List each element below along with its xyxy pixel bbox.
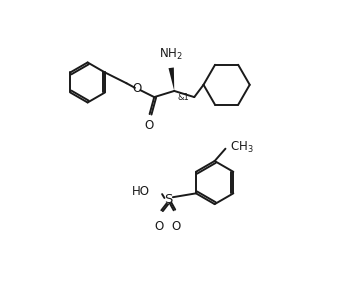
Text: CH$_3$: CH$_3$ bbox=[230, 140, 254, 155]
Polygon shape bbox=[169, 67, 174, 91]
Text: O: O bbox=[144, 119, 153, 132]
Text: O: O bbox=[154, 220, 164, 233]
Text: &1: &1 bbox=[178, 93, 189, 102]
Text: HO: HO bbox=[132, 185, 150, 198]
Text: S: S bbox=[164, 193, 173, 206]
Text: NH$_2$: NH$_2$ bbox=[159, 47, 183, 62]
Text: O: O bbox=[171, 220, 181, 233]
Text: O: O bbox=[133, 82, 142, 95]
